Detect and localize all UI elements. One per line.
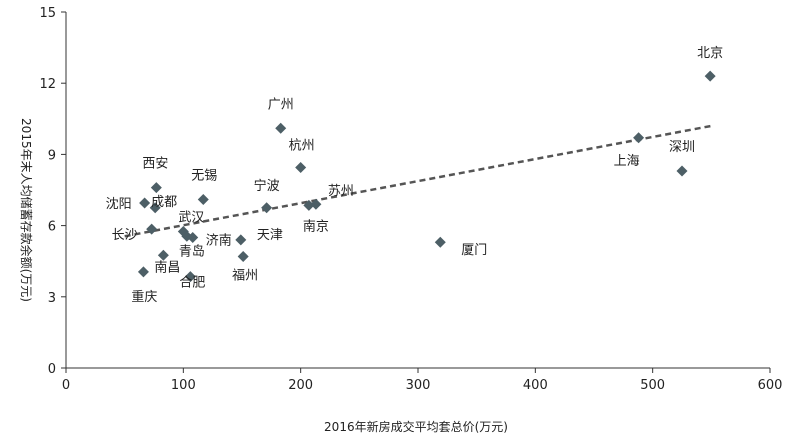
data-point [310, 198, 322, 210]
point-label: 厦门 [461, 243, 487, 258]
x-tick-label: 0 [62, 378, 70, 393]
x-tick-label: 100 [171, 378, 196, 393]
data-points [137, 70, 716, 283]
point-label: 无锡 [191, 168, 217, 183]
data-point [275, 122, 287, 134]
x-tick-label: 400 [523, 378, 548, 393]
axes [65, 12, 770, 369]
point-label: 济南 [206, 232, 232, 248]
data-point [139, 197, 151, 209]
data-point [295, 161, 307, 173]
y-tick-label: 12 [39, 77, 56, 92]
point-label: 天津 [257, 228, 283, 243]
point-label: 深圳 [669, 140, 695, 155]
point-label: 广州 [268, 97, 294, 112]
y-tick-label: 3 [48, 291, 56, 306]
point-label: 成都 [151, 195, 177, 210]
x-axis-title: 2016年新房成交平均套总价(万元) [324, 419, 508, 434]
point-label: 沈阳 [106, 197, 132, 212]
point-label: 福州 [232, 268, 258, 283]
x-tick-label: 200 [288, 378, 313, 393]
point-label: 重庆 [131, 289, 157, 305]
data-point [150, 182, 162, 194]
point-label: 青岛 [179, 243, 205, 259]
point-label: 苏州 [328, 183, 354, 199]
point-label: 南京 [303, 218, 329, 234]
data-point [434, 236, 446, 248]
data-point [197, 193, 209, 205]
point-label: 宁波 [254, 178, 280, 194]
y-tick-label: 6 [48, 220, 56, 235]
data-point [676, 165, 688, 177]
data-point [237, 250, 249, 262]
data-point [157, 249, 169, 261]
x-tick-label: 500 [640, 378, 665, 393]
data-point [181, 230, 193, 242]
data-point [184, 271, 196, 283]
point-label: 北京 [697, 46, 723, 61]
point-label: 合肥 [179, 276, 205, 291]
data-point [146, 223, 158, 235]
x-tick-label: 600 [758, 378, 783, 393]
y-tick-label: 9 [48, 148, 56, 163]
data-point [235, 234, 247, 246]
x-tick-label: 300 [406, 378, 431, 393]
y-tick-label: 0 [48, 362, 56, 377]
data-point [704, 70, 716, 82]
data-point [137, 266, 149, 278]
point-label: 上海 [614, 154, 640, 169]
point-label: 长沙 [112, 228, 138, 243]
point-label: 杭州 [289, 138, 315, 153]
data-point [303, 199, 315, 211]
data-point [633, 132, 645, 144]
x-ticks: 0 100 200 300 400 500 600 [62, 368, 783, 393]
data-point [261, 202, 273, 214]
y-axis-title: 2015年末人均储蓄存款余额(万元) [19, 118, 34, 302]
point-label: 武汉 [178, 211, 204, 226]
point-label: 西安 [142, 157, 168, 172]
y-ticks: 0 3 6 9 12 15 [39, 6, 66, 377]
data-point [149, 202, 161, 214]
y-tick-label: 15 [39, 6, 56, 21]
point-label: 南昌 [154, 259, 180, 275]
